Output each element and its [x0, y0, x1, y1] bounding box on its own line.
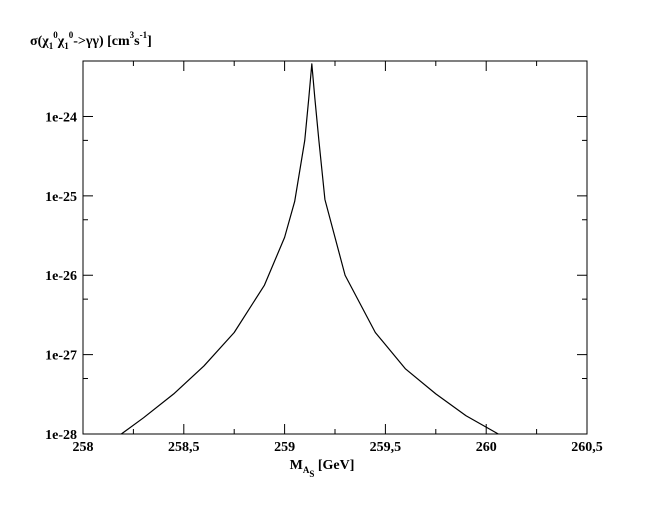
label-part: S — [309, 469, 314, 479]
y-tick-label: 1e-28 — [45, 428, 77, 443]
y-tick-label: 1e-26 — [45, 269, 77, 284]
x-axis-title: MAS [GeV] — [290, 458, 355, 479]
label-part: ] — [147, 34, 152, 49]
axis-tick-labels: 258 258,5 259 259,5 260 260,5 1e-28 1e-27 1e-26 1… — [45, 110, 603, 455]
x-tick-label: 258 — [73, 440, 94, 455]
y-tick-label: 1e-27 — [45, 349, 77, 364]
label-part: -1 — [140, 30, 148, 40]
label-part: 3 — [130, 30, 135, 40]
y-tick-label: 1e-25 — [45, 190, 77, 205]
ylabel-group-text: σ(χ10χ10->γγ) [cm3s-1] — [30, 30, 152, 51]
xlabel-group-text: MAS [GeV] — [290, 458, 355, 479]
x-tick-label: 259,5 — [370, 440, 402, 455]
label-part: A — [303, 465, 310, 475]
y-tick-label: 1e-24 — [45, 110, 77, 125]
label-part: M — [290, 458, 303, 473]
x-tick-label: 260 — [476, 440, 497, 455]
label-part: 1 — [49, 41, 54, 51]
x-tick-label: 258,5 — [168, 440, 200, 455]
y-axis-title: σ(χ10χ10->γγ) [cm3s-1] — [30, 30, 152, 51]
series-layer — [120, 63, 499, 435]
label-part: s — [134, 34, 140, 49]
label-part: 1 — [64, 41, 69, 51]
label-part: 0 — [69, 30, 74, 40]
label-part: 0 — [53, 30, 58, 40]
axis-ticks — [82, 60, 588, 435]
x-tick-label: 260,5 — [571, 440, 603, 455]
label-part: [GeV] — [314, 458, 354, 473]
label-part: ->γγ) [cm — [73, 34, 130, 49]
label-part: σ(χ — [30, 34, 49, 49]
label-part: χ — [57, 34, 65, 49]
x-tick-label: 259 — [274, 440, 295, 455]
series-line — [120, 63, 499, 435]
